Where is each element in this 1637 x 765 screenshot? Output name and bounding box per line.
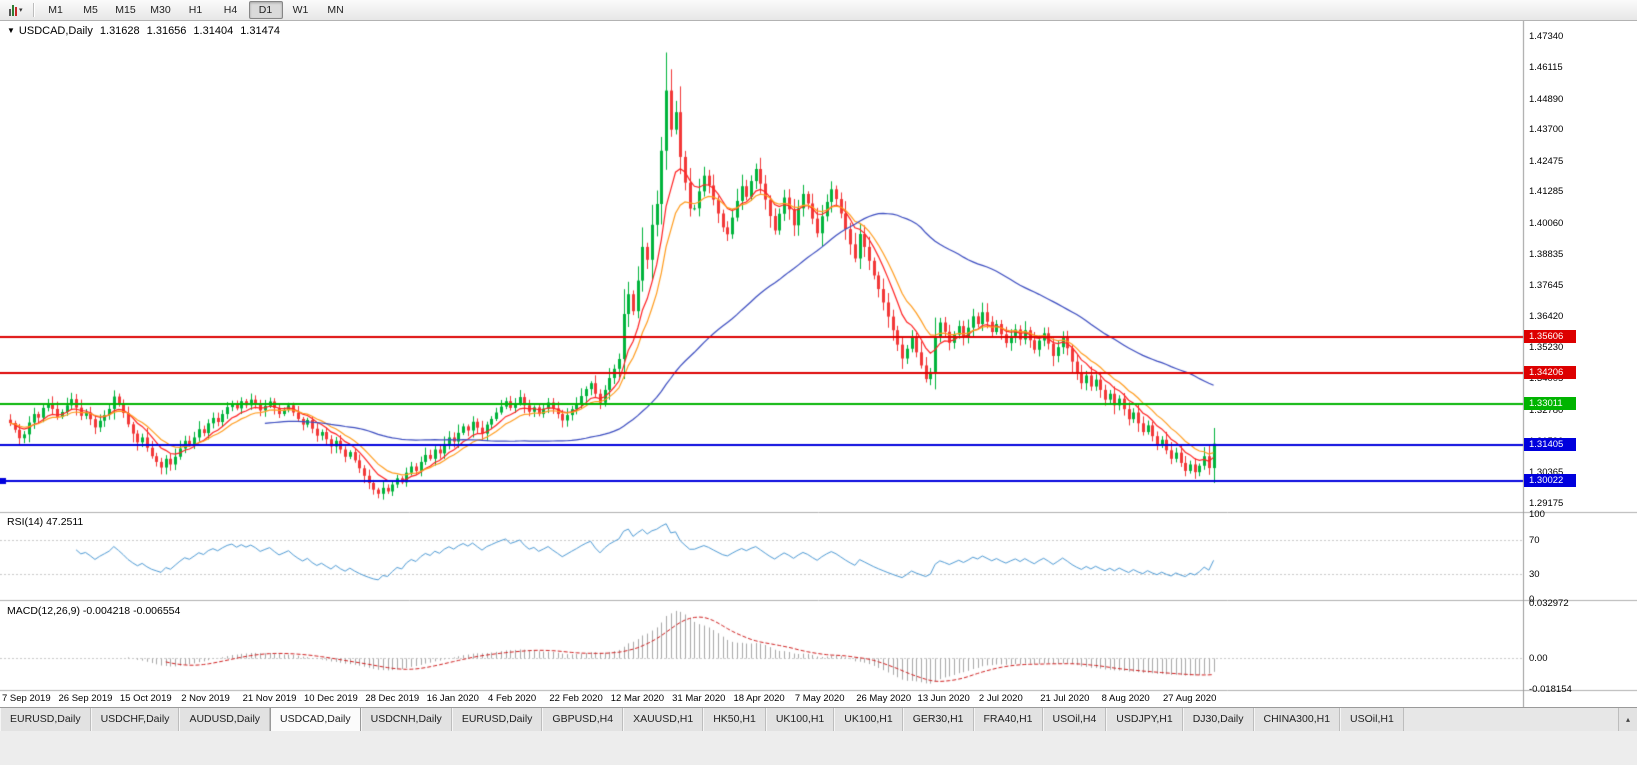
date-axis-label: 21 Jul 2020 [1040,693,1090,704]
date-axis-label: 27 Aug 2020 [1163,693,1217,704]
symbol-tab-xauusd-h1[interactable]: XAUUSD,H1 [623,708,704,732]
chart-type-button[interactable]: ▾ [4,1,28,19]
chevron-down-icon: ▾ [19,6,23,14]
price-axis-tick: 1.30365 [1529,467,1564,479]
rsi-axis-tick: 100 [1529,509,1545,520]
date-axis-label: 7 Sep 2019 [2,693,51,704]
quote-line: ▼ USDCAD,Daily 1.31628 1.31656 1.31404 1.3147… [7,25,280,37]
price-axis-tick: 1.35230 [1529,341,1564,353]
hline-price-label: 1.33011 [1524,397,1576,410]
chart-window: ▼ USDCAD,Daily 1.31628 1.31656 1.31404 1.3147… [0,21,1637,707]
price-axis-tick: 1.46115 [1529,62,1563,74]
price-axis-tick: 1.29175 [1529,497,1564,509]
timeframe-button-group: M1 M5 M15 M30 H1 H4 D1 W1 MN [39,1,353,19]
timeframe-button-m5[interactable]: M5 [83,4,98,16]
price-axis-tick: 1.43700 [1529,124,1564,136]
timeframe-button-h1[interactable]: H1 [188,4,203,16]
symbol-tab-usdcnh-daily[interactable]: USDCNH,Daily [360,708,452,732]
tab-scroll-button[interactable]: ▴ [1618,708,1637,732]
price-axis-tick: 1.40060 [1529,217,1564,229]
price-axis-tick: 1.32780 [1529,404,1564,416]
symbol-tab-uk100-h1[interactable]: UK100,H1 [765,708,835,732]
date-axis-label: 7 May 2020 [794,693,845,704]
toolbar-separator [32,3,34,17]
date-axis-label: 4 Feb 2020 [488,693,537,704]
top-toolbar: ▾ M1 M5 M15 M30 H1 H4 D1 W1 MN [0,0,1637,21]
date-axis-label: 31 Mar 2020 [672,693,726,704]
date-axis-label: 8 Aug 2020 [1101,693,1150,704]
symbol-tab-usoil-h4[interactable]: USOil,H4 [1042,708,1107,732]
date-axis-label: 18 Apr 2020 [733,693,785,704]
date-axis-label: 28 Dec 2019 [365,693,420,704]
symbol-period-label: USDCAD,Daily [18,25,93,37]
candlestick-chart-icon [9,4,17,16]
symbol-tab-usoil-h1[interactable]: USOil,H1 [1340,708,1404,732]
symbol-tab-gbpusd-h4[interactable]: GBPUSD,H4 [542,708,624,732]
macd-axis-tick: 0.00 [1529,653,1548,665]
quote-low: 1.31404 [193,25,234,37]
price-axis-tick: 1.42475 [1529,155,1564,167]
date-axis-label: 15 Oct 2019 [119,693,172,704]
date-axis-label: 16 Jan 2020 [426,693,479,704]
quote-close: 1.31474 [240,25,280,37]
symbol-tab-uk100-h1[interactable]: UK100,H1 [834,708,903,732]
date-axis-label: 21 Nov 2019 [242,693,297,704]
date-axis-label: 10 Dec 2019 [303,693,358,704]
symbol-tab-hk50-h1[interactable]: HK50,H1 [703,708,766,732]
symbol-tab-audusd-daily[interactable]: AUDUSD,Daily [179,708,271,732]
quote-high: 1.31656 [146,25,187,37]
date-axis-label: 12 Mar 2020 [610,693,665,704]
rsi-axis-tick: 0 [1529,594,1535,605]
date-axis-label: 2 Nov 2019 [181,693,230,704]
timeframe-button-mn[interactable]: MN [327,4,344,16]
price-axis-tick: 1.47340 [1529,30,1564,42]
price-axis-tick: 1.38835 [1529,249,1564,261]
timeframe-button-d1[interactable]: D1 [248,1,283,19]
symbol-tab-usdjpy-h1[interactable]: USDJPY,H1 [1106,708,1183,732]
symbol-tab-bar: EURUSD,Daily USDCHF,Daily AUDUSD,Daily USDC… [0,707,1637,732]
date-axis-label: 2 Jul 2020 [978,693,1023,704]
bottom-filler [0,731,1637,765]
hline-price-label: 1.30022 [1524,473,1576,487]
hline-price-label: 1.31405 [1524,438,1576,452]
date-axis-label: 22 Feb 2020 [549,693,603,704]
date-axis-label: 26 Sep 2019 [58,693,113,704]
timeframe-button-m15[interactable]: M15 [115,4,136,16]
hline-price-label: 1.34206 [1524,366,1576,380]
ohlc-dropdown-icon[interactable]: ▼ [7,26,15,35]
quote-open: 1.31628 [99,25,140,37]
rsi-axis-tick: 70 [1529,534,1540,546]
macd-indicator-label: MACD(12,26,9) -0.004218 -0.006554 [7,605,181,617]
timeframe-button-m1[interactable]: M1 [48,4,63,16]
timeframe-button-h4[interactable]: H4 [223,4,238,16]
symbol-tab-dj30-daily[interactable]: DJ30,Daily [1182,708,1254,732]
macd-axis-tick: -0.018154 [1529,684,1572,695]
symbol-tab-usdchf-daily[interactable]: USDCHF,Daily [90,708,180,732]
symbol-tab-ger30-h1[interactable]: GER30,H1 [902,708,974,732]
symbol-tab-usdcad-daily[interactable]: USDCAD,Daily [270,708,361,732]
timeframe-button-m30[interactable]: M30 [150,4,171,16]
timeframe-button-w1[interactable]: W1 [292,4,309,16]
date-axis-label: 13 Jun 2020 [917,693,970,704]
price-chart-canvas[interactable] [0,21,1637,707]
price-axis-tick: 1.44890 [1529,93,1564,105]
date-axis-label: 26 May 2020 [856,693,912,704]
rsi-indicator-label: RSI(14) 47.2511 [7,516,84,528]
rsi-axis-tick: 30 [1529,568,1540,580]
price-axis-tick: 1.36420 [1529,311,1564,323]
macd-axis-tick: 0.032972 [1529,598,1569,609]
symbol-tab-eurusd-daily[interactable]: EURUSD,Daily [0,708,91,732]
symbol-tab-china300-h1[interactable]: CHINA300,H1 [1253,708,1341,732]
hline-price-label: 1.35606 [1524,330,1576,344]
symbol-tab-eurusd-daily[interactable]: EURUSD,Daily [451,708,543,732]
symbol-tab-fra40-h1[interactable]: FRA40,H1 [973,708,1043,732]
price-axis-tick: 1.37645 [1529,279,1564,291]
price-axis-tick: 1.41285 [1529,186,1564,198]
